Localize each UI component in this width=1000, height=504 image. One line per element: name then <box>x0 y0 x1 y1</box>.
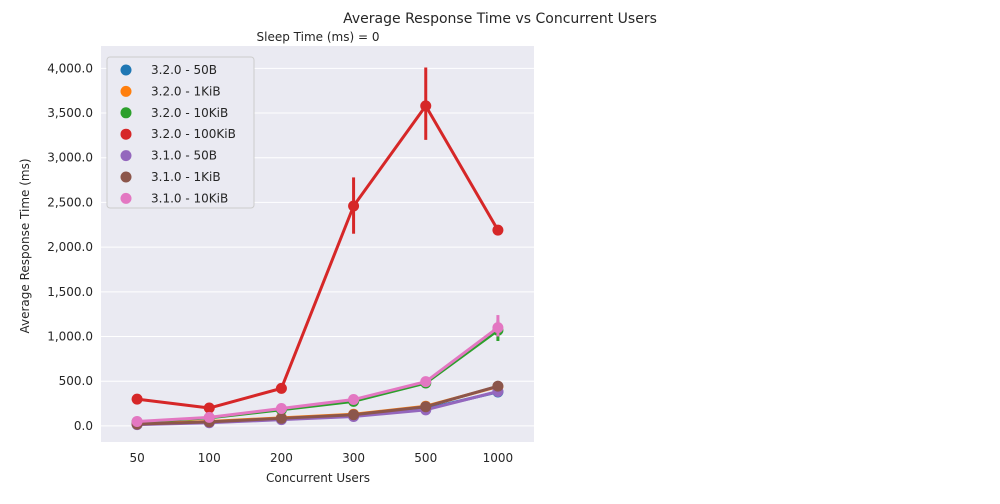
legend-label: 3.1.0 - 50B <box>151 149 217 163</box>
data-point <box>348 200 360 212</box>
data-series <box>131 67 504 431</box>
chart-title: Average Response Time vs Concurrent User… <box>343 11 657 27</box>
y-tick-label: 3,000.0 <box>47 151 93 165</box>
legend: 3.2.0 - 50B 3.2.0 - 1KiB 3.2.0 - 10KiB 3.2.… <box>106 56 255 209</box>
legend-marker <box>120 192 132 204</box>
series-7 <box>131 315 504 427</box>
data-point <box>348 409 360 421</box>
y-tick-label: 1,000.0 <box>47 330 93 344</box>
legend-label: 3.2.0 - 100KiB <box>151 127 236 141</box>
data-point <box>492 322 504 334</box>
data-point <box>275 382 287 394</box>
legend-label: 3.2.0 - 1KiB <box>151 84 221 98</box>
legend-label: 3.1.0 - 1KiB <box>151 170 221 184</box>
data-point <box>420 100 432 112</box>
data-point <box>131 393 143 405</box>
x-tick-label: 100 <box>198 451 221 465</box>
legend-box <box>106 56 255 209</box>
data-point <box>348 394 360 406</box>
legend-marker <box>120 64 132 76</box>
data-point <box>420 401 432 413</box>
x-axis-label: Concurrent Users <box>266 471 370 485</box>
x-tick-label: 50 <box>129 451 144 465</box>
legend-marker <box>120 85 132 97</box>
y-tick-label: 500.0 <box>59 374 93 388</box>
data-point <box>131 415 143 427</box>
x-tick-label: 300 <box>342 451 365 465</box>
y-tick-label: 2,500.0 <box>47 195 93 209</box>
y-tick-label: 4,000.0 <box>47 61 93 75</box>
series-line <box>135 104 500 410</box>
legend-marker <box>120 150 132 162</box>
y-axis-label: Average Response Time (ms) <box>18 158 32 333</box>
y-tick-label: 2,000.0 <box>47 240 93 254</box>
data-point <box>275 412 287 424</box>
legend-marker <box>120 128 132 140</box>
data-point <box>203 402 215 414</box>
legend-marker <box>120 107 132 119</box>
x-tick-label: 500 <box>414 451 437 465</box>
series-4 <box>131 67 504 414</box>
legend-label: 3.2.0 - 10KiB <box>151 106 228 120</box>
y-tick-label: 3,500.0 <box>47 106 93 120</box>
chart-subtitle: Sleep Time (ms) = 0 <box>257 30 380 44</box>
x-tick-label: 1000 <box>483 451 514 465</box>
data-point <box>492 380 504 392</box>
series-line <box>135 326 500 423</box>
axes: 0.0 500.0 1,000.0 1,500.0 2,000.0 2,500.0 3,00… <box>47 61 513 465</box>
data-point <box>492 224 504 236</box>
y-tick-label: 0.0 <box>74 419 93 433</box>
data-point <box>203 411 215 423</box>
series-line <box>135 384 500 426</box>
legend-label: 3.1.0 - 10KiB <box>151 191 228 205</box>
data-point <box>420 376 432 388</box>
legend-label: 3.2.0 - 50B <box>151 63 217 77</box>
data-point <box>275 402 287 414</box>
x-tick-label: 200 <box>270 451 293 465</box>
legend-marker <box>120 171 132 183</box>
y-tick-label: 1,500.0 <box>47 285 93 299</box>
